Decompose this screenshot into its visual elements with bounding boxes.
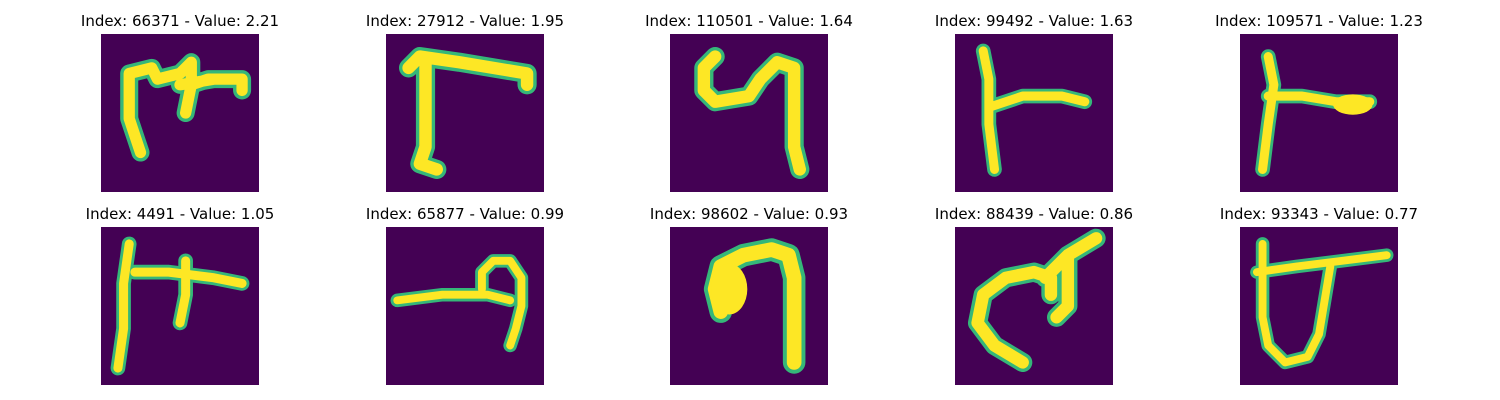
digit-panel-2: Index: 27912 - Value: 1.95 <box>325 12 605 202</box>
digit-panel-5: Index: 109571 - Value: 1.23 <box>1179 12 1459 202</box>
digit-panel-10: Index: 93343 - Value: 0.77 <box>1179 205 1459 395</box>
digit-image <box>670 34 828 192</box>
panel-title: Index: 27912 - Value: 1.95 <box>365 12 565 30</box>
digit-image <box>1240 227 1398 385</box>
digit-panel-3: Index: 110501 - Value: 1.64 <box>609 12 889 202</box>
panel-title: Index: 99492 - Value: 1.63 <box>934 12 1134 30</box>
digit-image <box>1240 34 1398 192</box>
panel-title: Index: 110501 - Value: 1.64 <box>645 12 853 30</box>
panel-title: Index: 109571 - Value: 1.23 <box>1215 12 1423 30</box>
digit-panel-7: Index: 65877 - Value: 0.99 <box>325 205 605 395</box>
digit-image <box>101 227 259 385</box>
digit-panel-9: Index: 88439 - Value: 0.86 <box>894 205 1174 395</box>
panel-title: Index: 66371 - Value: 2.21 <box>80 12 280 30</box>
digit-image <box>955 227 1113 385</box>
digit-image <box>386 227 544 385</box>
digit-image <box>386 34 544 192</box>
panel-title: Index: 88439 - Value: 0.86 <box>934 205 1134 223</box>
panel-title: Index: 98602 - Value: 0.93 <box>649 205 849 223</box>
digit-image <box>101 34 259 192</box>
panel-title: Index: 93343 - Value: 0.77 <box>1219 205 1419 223</box>
digit-image <box>955 34 1113 192</box>
panel-title: Index: 4491 - Value: 1.05 <box>85 205 275 223</box>
digit-panel-1: Index: 66371 - Value: 2.21 <box>40 12 320 202</box>
panel-title: Index: 65877 - Value: 0.99 <box>365 205 565 223</box>
digit-panel-6: Index: 4491 - Value: 1.05 <box>40 205 320 395</box>
digit-panel-8: Index: 98602 - Value: 0.93 <box>609 205 889 395</box>
digit-image <box>670 227 828 385</box>
digit-panel-4: Index: 99492 - Value: 1.63 <box>894 12 1174 202</box>
